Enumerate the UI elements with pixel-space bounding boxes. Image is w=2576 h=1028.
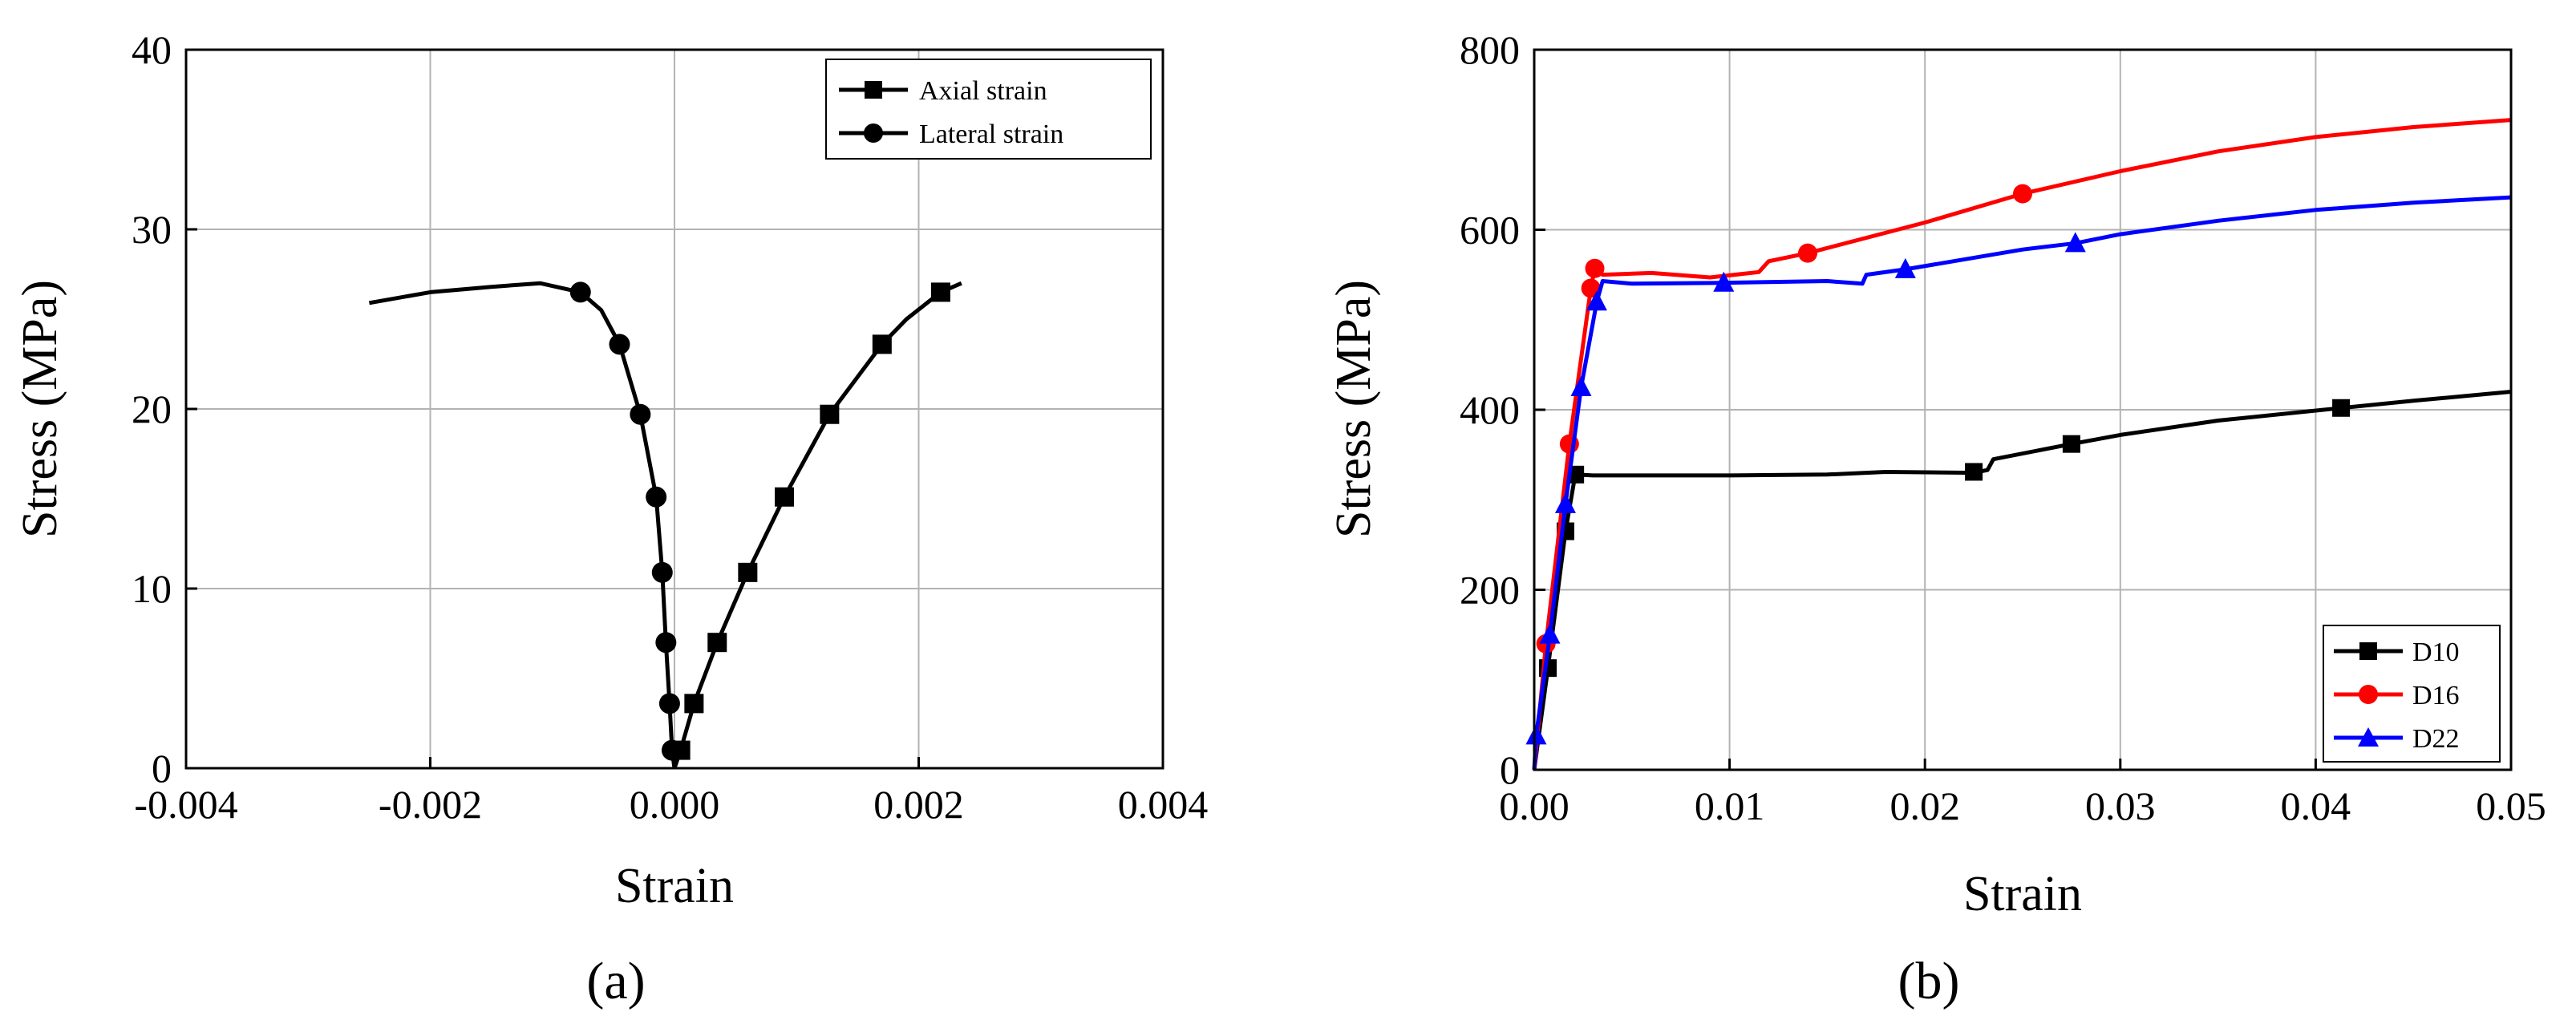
series-d10-point <box>1965 463 1983 481</box>
panel-b-y-tick-label: 0 <box>1500 747 1520 792</box>
panel-a-y-tick-label: 40 <box>132 27 172 72</box>
panel-b-label: (b) <box>1898 952 1960 1010</box>
panel-b-y-tick-label: 200 <box>1460 568 1520 613</box>
series-d16 <box>1532 118 2512 771</box>
series-d22-point <box>2064 232 2086 253</box>
series-lateral-strain-point <box>569 281 591 303</box>
series-d22-point <box>1713 271 1735 292</box>
panel-a-legend: Axial strain Lateral strain <box>825 59 1152 160</box>
panel-a-x-tick-label: 0.004 <box>1118 782 1209 827</box>
series-d10-point <box>2062 435 2080 453</box>
series-axial-strain-point <box>707 633 727 653</box>
series-d22-point <box>1525 724 1547 745</box>
legend-d16-label: D16 <box>2412 681 2460 710</box>
series-lateral-strain-point <box>646 486 667 508</box>
panel-a-stress-strain-chart: -0.004 -0.002 0.000 0.002 0.004 0 10 20 30 40 Str… <box>13 27 1208 1010</box>
panel-b-series <box>1525 118 2512 771</box>
series-d22-point <box>1894 257 1916 278</box>
series-d16-point <box>1798 243 1818 263</box>
series-d22-point <box>1539 623 1561 644</box>
panel-b-x-tick-label: 0.02 <box>1889 783 1960 828</box>
series-lateral-strain-point <box>658 693 680 714</box>
panel-a-y-tick-label: 30 <box>132 207 172 252</box>
panel-b-x-tick-label: 0.05 <box>2476 783 2546 828</box>
series-d22 <box>1525 195 2512 771</box>
series-d22-point <box>1586 290 1607 311</box>
panel-b-ticks: 0.00 0.01 0.02 0.03 0.04 0.05 0 200 400 600 800 <box>1460 27 2546 828</box>
panel-a-y-tick-label: 10 <box>132 566 172 611</box>
panel-a-y-tick-label: 0 <box>152 746 172 791</box>
series-d22-line <box>1532 195 2512 771</box>
panel-b-y-axis-title: Stress (MPa) <box>1326 280 1381 538</box>
panel-a-series <box>368 281 962 769</box>
panel-b-x-axis-title: Strain <box>1963 867 2082 921</box>
series-axial-strain-point <box>820 404 840 424</box>
series-lateral-strain-point <box>630 403 651 425</box>
panel-b-y-tick-label: 400 <box>1460 387 1520 432</box>
series-axial-strain-point <box>775 487 795 507</box>
series-d22-point <box>1554 492 1576 513</box>
panel-a-label: (a) <box>586 952 645 1010</box>
legend-d22-label: D22 <box>2412 724 2460 754</box>
series-d16-point <box>1585 258 1605 278</box>
panel-b-stress-strain-chart: 0.00 0.01 0.02 0.03 0.04 0.05 0 200 400 600 800 St… <box>1326 27 2546 1010</box>
panel-b-x-tick-label: 0.03 <box>2085 783 2156 828</box>
series-d16-line <box>1532 118 2512 771</box>
series-axial-strain-point <box>738 562 758 582</box>
panel-b-x-tick-label: 0.00 <box>1499 783 1569 828</box>
panel-a-ticks: -0.004 -0.002 0.000 0.002 0.004 0 10 20 30 40 <box>132 27 1208 827</box>
legend-axial-strain-label: Axial strain <box>919 76 1047 106</box>
series-d10-point <box>2332 399 2351 417</box>
series-d22-point <box>1570 375 1592 396</box>
legend-d10-label: D10 <box>2412 637 2460 667</box>
legend-lateral-strain-marker <box>864 123 883 143</box>
series-axial-strain-point <box>872 334 892 354</box>
legend-d10-marker <box>2359 642 2377 660</box>
panel-a-y-tick-label: 20 <box>132 387 172 431</box>
panel-a-y-axis-title: Stress (MPa) <box>13 280 67 538</box>
panel-a-x-tick-label: -0.002 <box>379 782 482 827</box>
panel-a-x-tick-label: -0.004 <box>134 782 237 827</box>
series-lateral-strain-point <box>661 739 682 761</box>
panel-a-x-tick-label: 0.002 <box>873 782 964 827</box>
panel-b-legend: D10 D16 D22 <box>2323 625 2501 763</box>
panel-a-legend-box <box>825 59 1152 160</box>
series-axial-strain-point <box>684 694 704 714</box>
legend-d22-marker <box>2358 727 2379 747</box>
panel-b-y-tick-label: 600 <box>1460 208 1520 253</box>
panel-b-x-tick-label: 0.04 <box>2281 783 2351 828</box>
legend-lateral-strain-label: Lateral strain <box>919 119 1063 149</box>
series-axial-strain-point <box>930 282 950 302</box>
series-lateral-strain-point <box>655 632 677 654</box>
legend-axial-strain-marker <box>865 81 882 99</box>
series-d16-point <box>2013 184 2032 204</box>
panel-b-x-tick-label: 0.01 <box>1695 783 1765 828</box>
panel-a-x-tick-label: 0.000 <box>630 782 720 827</box>
legend-d16-marker <box>2359 685 2378 704</box>
series-lateral-strain <box>368 281 682 769</box>
panel-b-y-tick-label: 800 <box>1460 27 1520 72</box>
series-lateral-strain-point <box>609 334 630 355</box>
panel-a-x-axis-title: Strain <box>615 859 734 913</box>
series-axial-strain <box>670 281 962 769</box>
series-lateral-strain-point <box>651 561 673 583</box>
